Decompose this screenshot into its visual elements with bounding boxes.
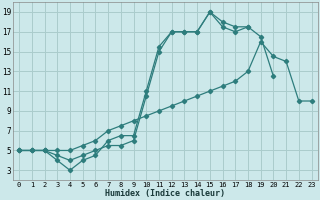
X-axis label: Humidex (Indice chaleur): Humidex (Indice chaleur) <box>105 189 225 198</box>
